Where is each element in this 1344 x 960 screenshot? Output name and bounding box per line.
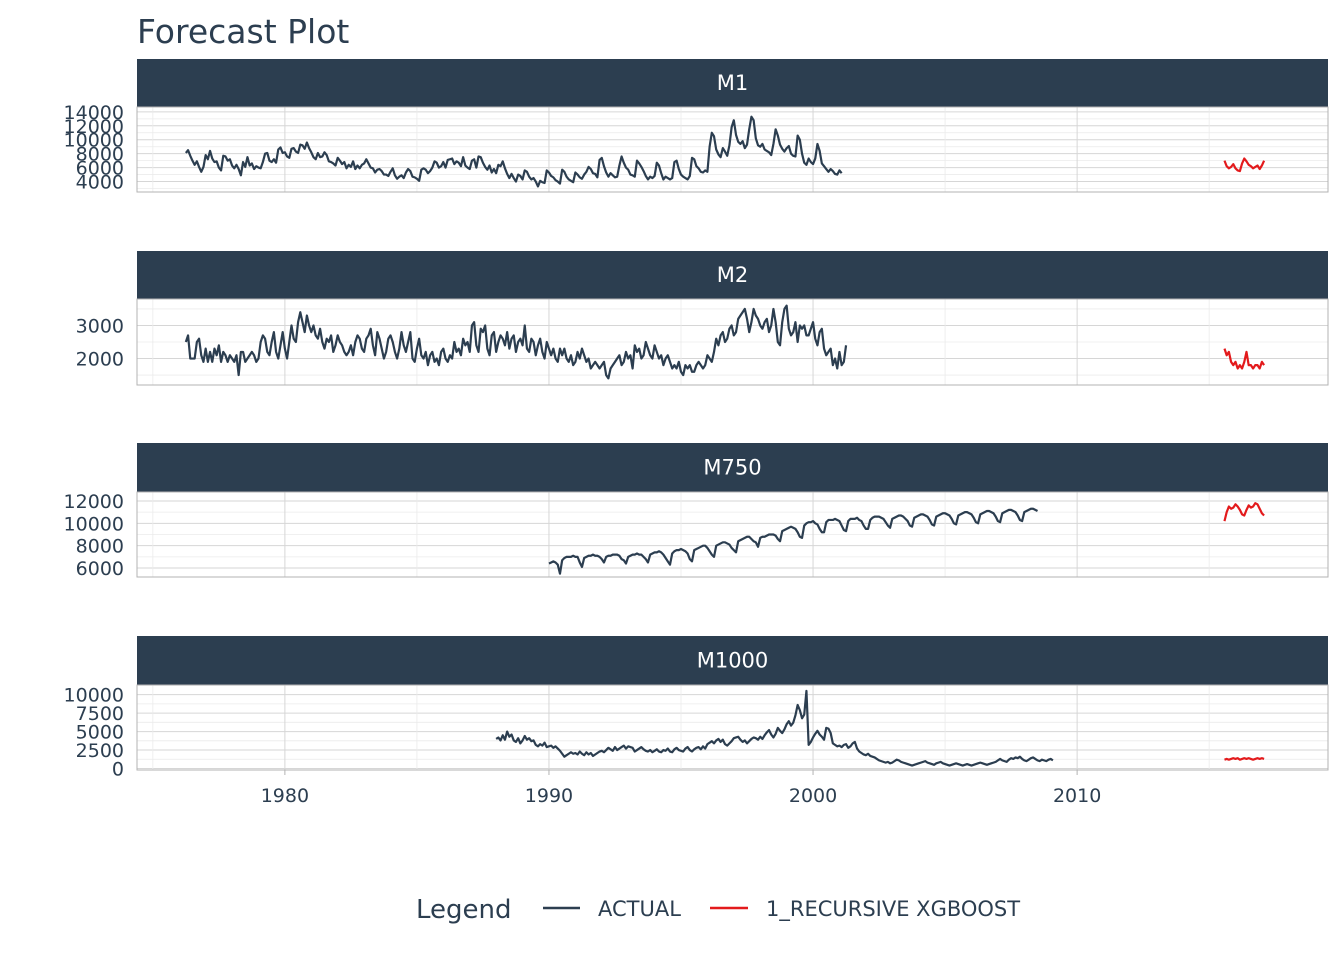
series-line-actual [184, 115, 843, 188]
y-tick-label: 8000 [76, 144, 124, 166]
y-tick-label: 8000 [76, 536, 124, 558]
x-tick-label: 2000 [789, 785, 837, 807]
series-line-actual [184, 304, 848, 380]
facet-strip-label: M750 [703, 456, 761, 480]
y-tick-label: 2500 [76, 740, 124, 762]
facet-strip-label: M1000 [697, 649, 769, 673]
y-tick-label: 10000 [64, 685, 124, 707]
y-tick-label: 4000 [76, 172, 124, 194]
panel-border [136, 684, 1329, 771]
series-line-actual [548, 507, 1039, 575]
y-tick-label: 6000 [76, 558, 124, 580]
facet-strip [137, 636, 1328, 685]
y-tick-label: 14000 [64, 102, 124, 124]
gridlines [137, 299, 1328, 385]
x-tick-label: 1990 [525, 785, 573, 807]
legend: Legend ACTUAL 1_RECURSIVE XGBOOST [416, 895, 1020, 925]
series-line-forecast [1223, 348, 1266, 370]
gridlines [137, 685, 1328, 770]
gridlines [137, 107, 1328, 192]
x-axis: 1980 1990 2000 2010 [261, 770, 1101, 807]
y-tick-label: 2000 [76, 349, 124, 371]
series-line-forecast [1223, 502, 1265, 522]
facet-strip-label: M1 [717, 71, 748, 95]
panel-border [136, 298, 1329, 386]
series-line-actual [495, 689, 1054, 767]
x-tick-label: 2010 [1053, 785, 1101, 807]
legend-label-actual: ACTUAL [598, 897, 681, 921]
series-line-forecast [1224, 757, 1265, 761]
facet-strip-label: M2 [717, 263, 748, 287]
y-tick-label: 6000 [76, 158, 124, 180]
legend-title: Legend [416, 895, 512, 925]
y-tick-label: 5000 [76, 722, 124, 744]
panel-border [136, 491, 1329, 578]
gridlines [137, 492, 1328, 577]
series-line-forecast [1223, 157, 1266, 173]
facet-panels: M1400060008000100001200014000M220003000M… [64, 59, 1329, 781]
y-tick-label: 10000 [64, 513, 124, 535]
y-tick-label: 12000 [64, 491, 124, 513]
panel-m2: M2 2000 3000 [76, 251, 1329, 386]
facet-strip [137, 59, 1328, 107]
chart-title: Forecast Plot [137, 12, 349, 51]
y-tick-label: 0 [112, 759, 124, 781]
y-tick-label: 10000 [64, 130, 124, 152]
y-tick-label: 12000 [64, 116, 124, 138]
facet-strip [137, 443, 1328, 492]
y-tick-label: 7500 [76, 703, 124, 725]
y-tick-label: 3000 [76, 315, 124, 337]
facet-strip [137, 251, 1328, 299]
x-tick-label: 1980 [261, 785, 309, 807]
panel-border [136, 106, 1329, 193]
legend-label-forecast: 1_RECURSIVE XGBOOST [766, 897, 1020, 922]
